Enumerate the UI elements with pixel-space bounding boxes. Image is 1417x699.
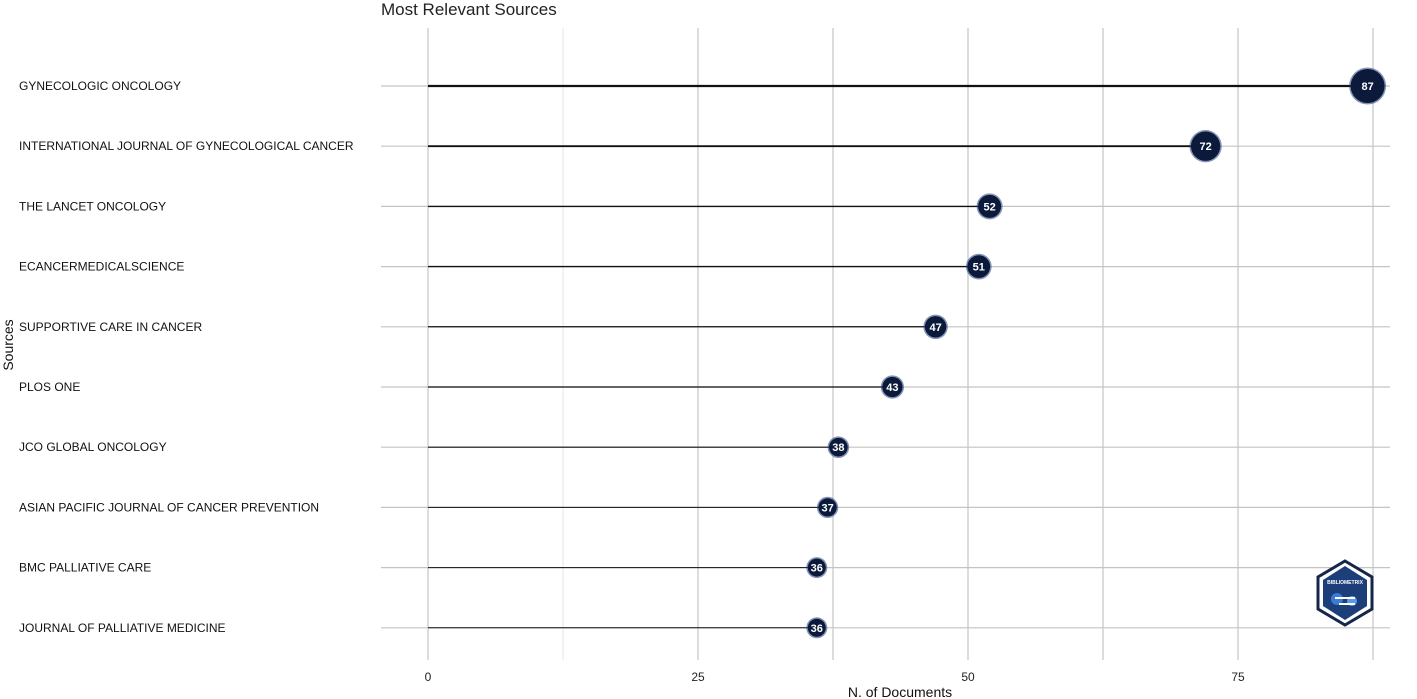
category-labels: GYNECOLOGIC ONCOLOGY INTERNATIONAL JOURNA… xyxy=(19,79,354,635)
category-label: BMC PALLIATIVE CARE xyxy=(19,561,151,575)
x-axis-title: N. of Documents xyxy=(848,684,952,699)
lollipop-point xyxy=(807,558,826,577)
y-axis-title: Sources xyxy=(0,319,16,370)
category-label: ASIAN PACIFIC JOURNAL OF CANCER PREVENTI… xyxy=(19,500,319,514)
bibliometrix-logo: BIBLIOMETRIX xyxy=(1316,559,1374,627)
lollipop-point xyxy=(978,194,1002,218)
x-tick-label: 50 xyxy=(961,670,975,684)
category-label: THE LANCET ONCOLOGY xyxy=(19,199,166,213)
point-value-label: 38 xyxy=(832,442,844,454)
lollipop-point xyxy=(829,437,848,457)
category-label: INTERNATIONAL JOURNAL OF GYNECOLOGICAL C… xyxy=(19,139,354,153)
lollipop-point xyxy=(882,376,903,398)
category-label: JOURNAL OF PALLIATIVE MEDICINE xyxy=(19,621,225,635)
point-value-label: 52 xyxy=(983,201,995,213)
stems xyxy=(428,84,1368,629)
point-value-label: 36 xyxy=(811,623,823,635)
grid xyxy=(381,28,1390,660)
category-label: JCO GLOBAL ONCOLOGY xyxy=(19,440,167,454)
category-label: PLOS ONE xyxy=(19,380,80,394)
lollipop-point xyxy=(818,498,837,517)
lollipop-point xyxy=(1350,69,1385,103)
lollipop-point xyxy=(1190,131,1221,161)
point-value-label: 43 xyxy=(886,382,898,394)
x-tick-label: 0 xyxy=(425,670,432,684)
category-label: ECANCERMEDICALSCIENCE xyxy=(19,260,184,274)
lollipop-point xyxy=(807,618,826,637)
point-value-label: 37 xyxy=(821,502,833,514)
logo-text: BIBLIOMETRIX xyxy=(1327,580,1363,586)
x-tick-label: 25 xyxy=(691,670,705,684)
point-value-label: 87 xyxy=(1361,81,1373,93)
category-label: SUPPORTIVE CARE IN CANCER xyxy=(19,320,202,334)
point-value-label: 51 xyxy=(973,262,985,274)
lollipop-point xyxy=(967,255,991,278)
point-value-label: 72 xyxy=(1199,141,1211,153)
tick-labels: 0 25 50 75 xyxy=(425,670,1245,684)
point-value-label: 47 xyxy=(929,322,941,334)
x-tick-label: 75 xyxy=(1231,670,1245,684)
category-label: GYNECOLOGIC ONCOLOGY xyxy=(19,79,181,93)
lollipop-point xyxy=(924,316,947,338)
points: 87 72 52 51 47 43 38 37 36 36 xyxy=(806,67,1387,639)
chart-title: Most Relevant Sources xyxy=(381,0,557,19)
point-value-label: 36 xyxy=(811,563,823,575)
